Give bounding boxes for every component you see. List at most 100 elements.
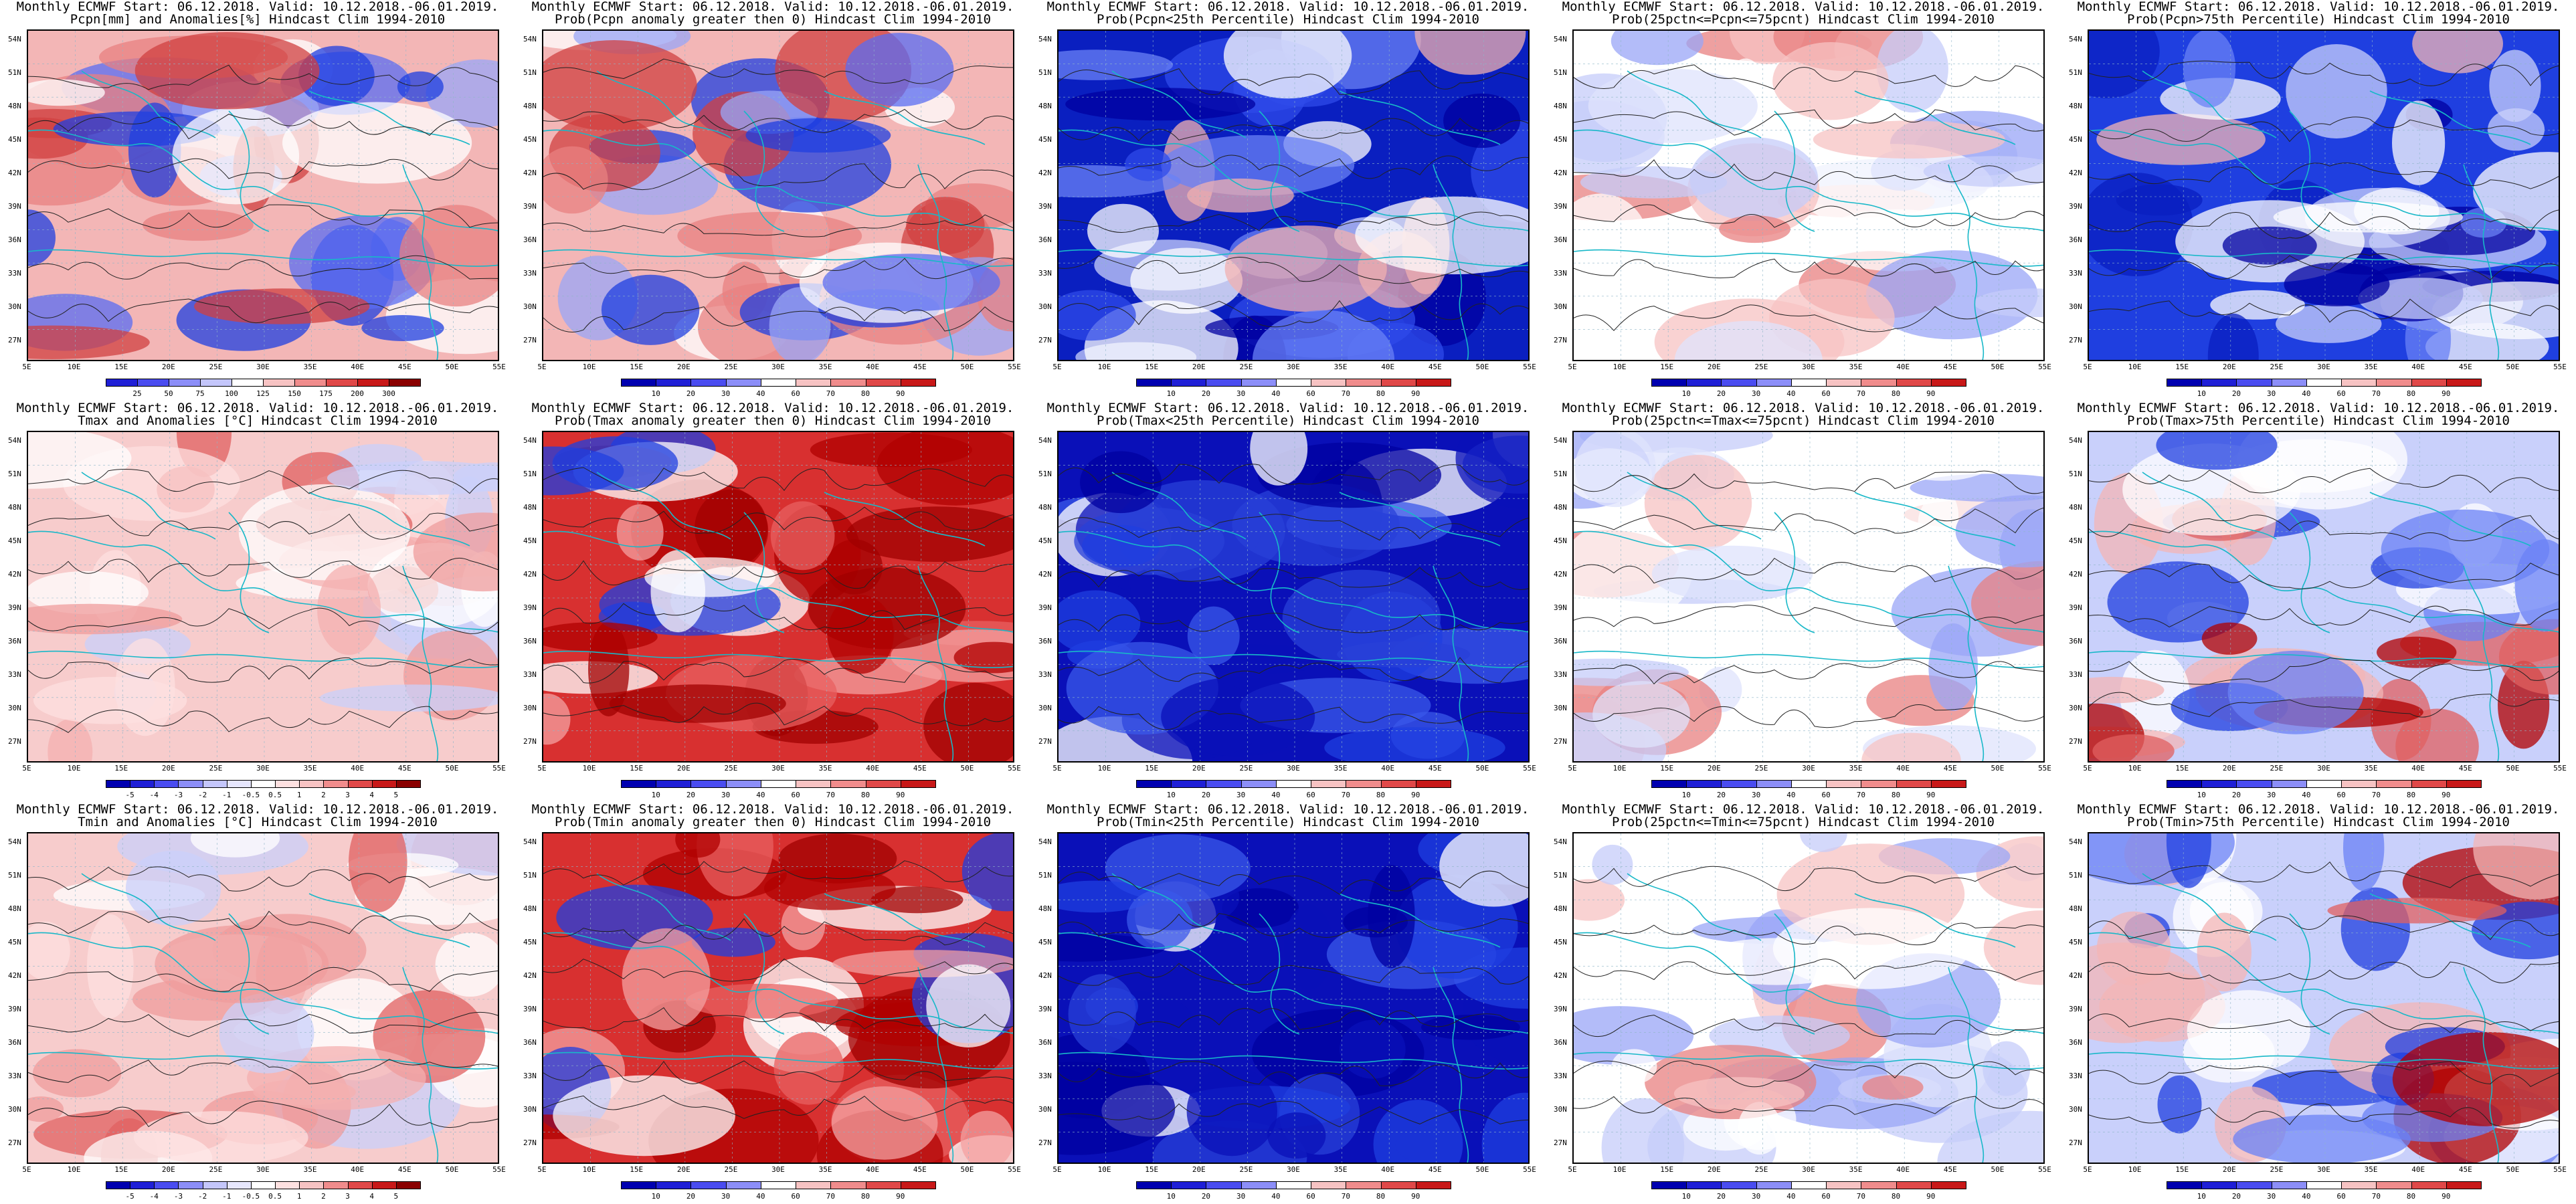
field-patch (2286, 44, 2387, 138)
longitude-labels: 5E 10E 15E 20E 25E 30E 35E 40E 45E 50E 55E (1568, 363, 2051, 372)
colorbar-segment (796, 1181, 832, 1189)
coastline (1433, 967, 1469, 1163)
contour-line (28, 512, 498, 540)
latitude-label: 36N (523, 235, 537, 244)
longitude-label: 30E (256, 764, 270, 773)
latitude-label: 27N (2069, 1138, 2082, 1147)
latitude-label: 33N (8, 269, 21, 278)
coastline (81, 873, 216, 941)
colorbar (2167, 1181, 2482, 1191)
shaded-field (1059, 432, 1528, 761)
contour-line (1574, 204, 2043, 228)
colorbar-segment (1415, 379, 1451, 387)
colorbar-segment (178, 1181, 203, 1189)
field-patch (1439, 833, 1528, 907)
colorbar-segment (2167, 780, 2203, 788)
field-patch (609, 684, 786, 723)
field-patch (1574, 658, 1689, 686)
contour-line (543, 108, 1013, 134)
field-patch (1187, 178, 1294, 213)
longitude-label: 20E (1707, 363, 1721, 371)
field-patch (1862, 1075, 1924, 1100)
field-patch (1588, 68, 1758, 143)
contour-line (1059, 68, 1528, 95)
colorbar-segment (226, 1181, 252, 1189)
longitude-label: 25E (1239, 764, 1253, 773)
latitude-label: 54N (523, 35, 537, 43)
latitude-label: 48N (1038, 503, 1052, 512)
coastline (28, 249, 498, 267)
field-patch (2327, 898, 2507, 924)
colorbar-label: 30 (721, 791, 731, 799)
latitude-label: 42N (2069, 169, 2082, 177)
field-patch (2392, 1031, 2559, 1126)
coastline (2289, 512, 2330, 633)
longitude-label: 25E (1754, 764, 1768, 773)
field-patch (1455, 432, 1528, 509)
longitude-label: 30E (1802, 1165, 1815, 1174)
contour-line (2089, 60, 2559, 86)
colorbar (2167, 379, 2482, 388)
latitude-label: 51N (523, 871, 537, 880)
colorbar-segment (1275, 379, 1312, 387)
colorbar (621, 1181, 936, 1191)
latitude-label: 39N (2069, 603, 2082, 612)
longitude-label: 40E (866, 363, 880, 371)
colorbar-segment (691, 379, 727, 387)
field-patch (1592, 681, 1690, 748)
colorbar-label: 60 (1306, 389, 1315, 398)
field-patch (1223, 31, 1352, 99)
longitude-label: 10E (67, 1165, 81, 1174)
colorbar-segment (1756, 379, 1792, 387)
longitude-label: 15E (1145, 363, 1159, 371)
colorbar (621, 379, 936, 388)
latitude-label: 39N (2069, 1005, 2082, 1013)
latitude-label: 27N (1038, 336, 1052, 344)
colorbar-label: 40 (756, 791, 765, 799)
colorbar-segment (2446, 379, 2482, 387)
latitude-label: 30N (1554, 302, 1567, 311)
longitude-labels: 5E 10E 15E 20E 25E 30E 35E 40E 45E 50E 55E (2083, 764, 2567, 773)
coastline (28, 129, 498, 231)
latitude-label: 39N (1038, 202, 1052, 211)
colorbar-label: 10 (1681, 791, 1691, 799)
longitude-label: 20E (1707, 1165, 1721, 1174)
latitude-labels: 54N 51N 48N 45N 42N 39N 36N 33N 30N 27N (8, 431, 27, 763)
coastline (402, 967, 439, 1163)
latitude-label: 27N (8, 336, 21, 344)
colorbar-segment (389, 379, 421, 387)
colorbar-segment (1790, 1181, 1827, 1189)
shaded-field (1574, 432, 2043, 761)
colorbar-segment (1826, 1181, 1862, 1189)
latitude-label: 45N (8, 135, 21, 144)
field-patch (48, 718, 93, 761)
longitude-label: 45E (2458, 363, 2472, 371)
latitude-label: 48N (1554, 904, 1567, 913)
panel-title: Tmax and Anomalies [°C] Hindcast Clim 19… (78, 413, 438, 428)
field-patch (1592, 844, 1633, 885)
colorbar-label: 80 (2406, 791, 2416, 799)
coastline (543, 1051, 1013, 1070)
latitude-label: 33N (2069, 670, 2082, 679)
longitude-label: 55E (2553, 1165, 2567, 1174)
field-patch (282, 102, 472, 184)
longitude-label: 20E (2222, 764, 2236, 773)
colorbar-label: 70 (1856, 791, 1865, 799)
colorbar-label: 70 (1856, 389, 1865, 398)
field-patch (1937, 1110, 2043, 1163)
latitude-label: 42N (523, 570, 537, 579)
latitude-label: 36N (523, 637, 537, 645)
latitude-label: 27N (1038, 1138, 1052, 1147)
colorbar-segment (323, 780, 349, 788)
latitude-label: 48N (523, 102, 537, 110)
field-patch (1414, 31, 1526, 75)
colorbar-segment (1651, 780, 1687, 788)
panel-title: Prob(Tmax>75th Percentile) Hindcast Clim… (2127, 413, 2510, 428)
coastline (2369, 893, 2531, 948)
longitude-label: 25E (1754, 363, 1768, 371)
field-patch (1651, 545, 1813, 602)
panel-title: Tmin and Anomalies [°C] Hindcast Clim 19… (78, 815, 438, 829)
colorbar-segment (1275, 1181, 1312, 1189)
colorbar-segment (1896, 1181, 1932, 1189)
field-patch (2233, 1114, 2411, 1163)
